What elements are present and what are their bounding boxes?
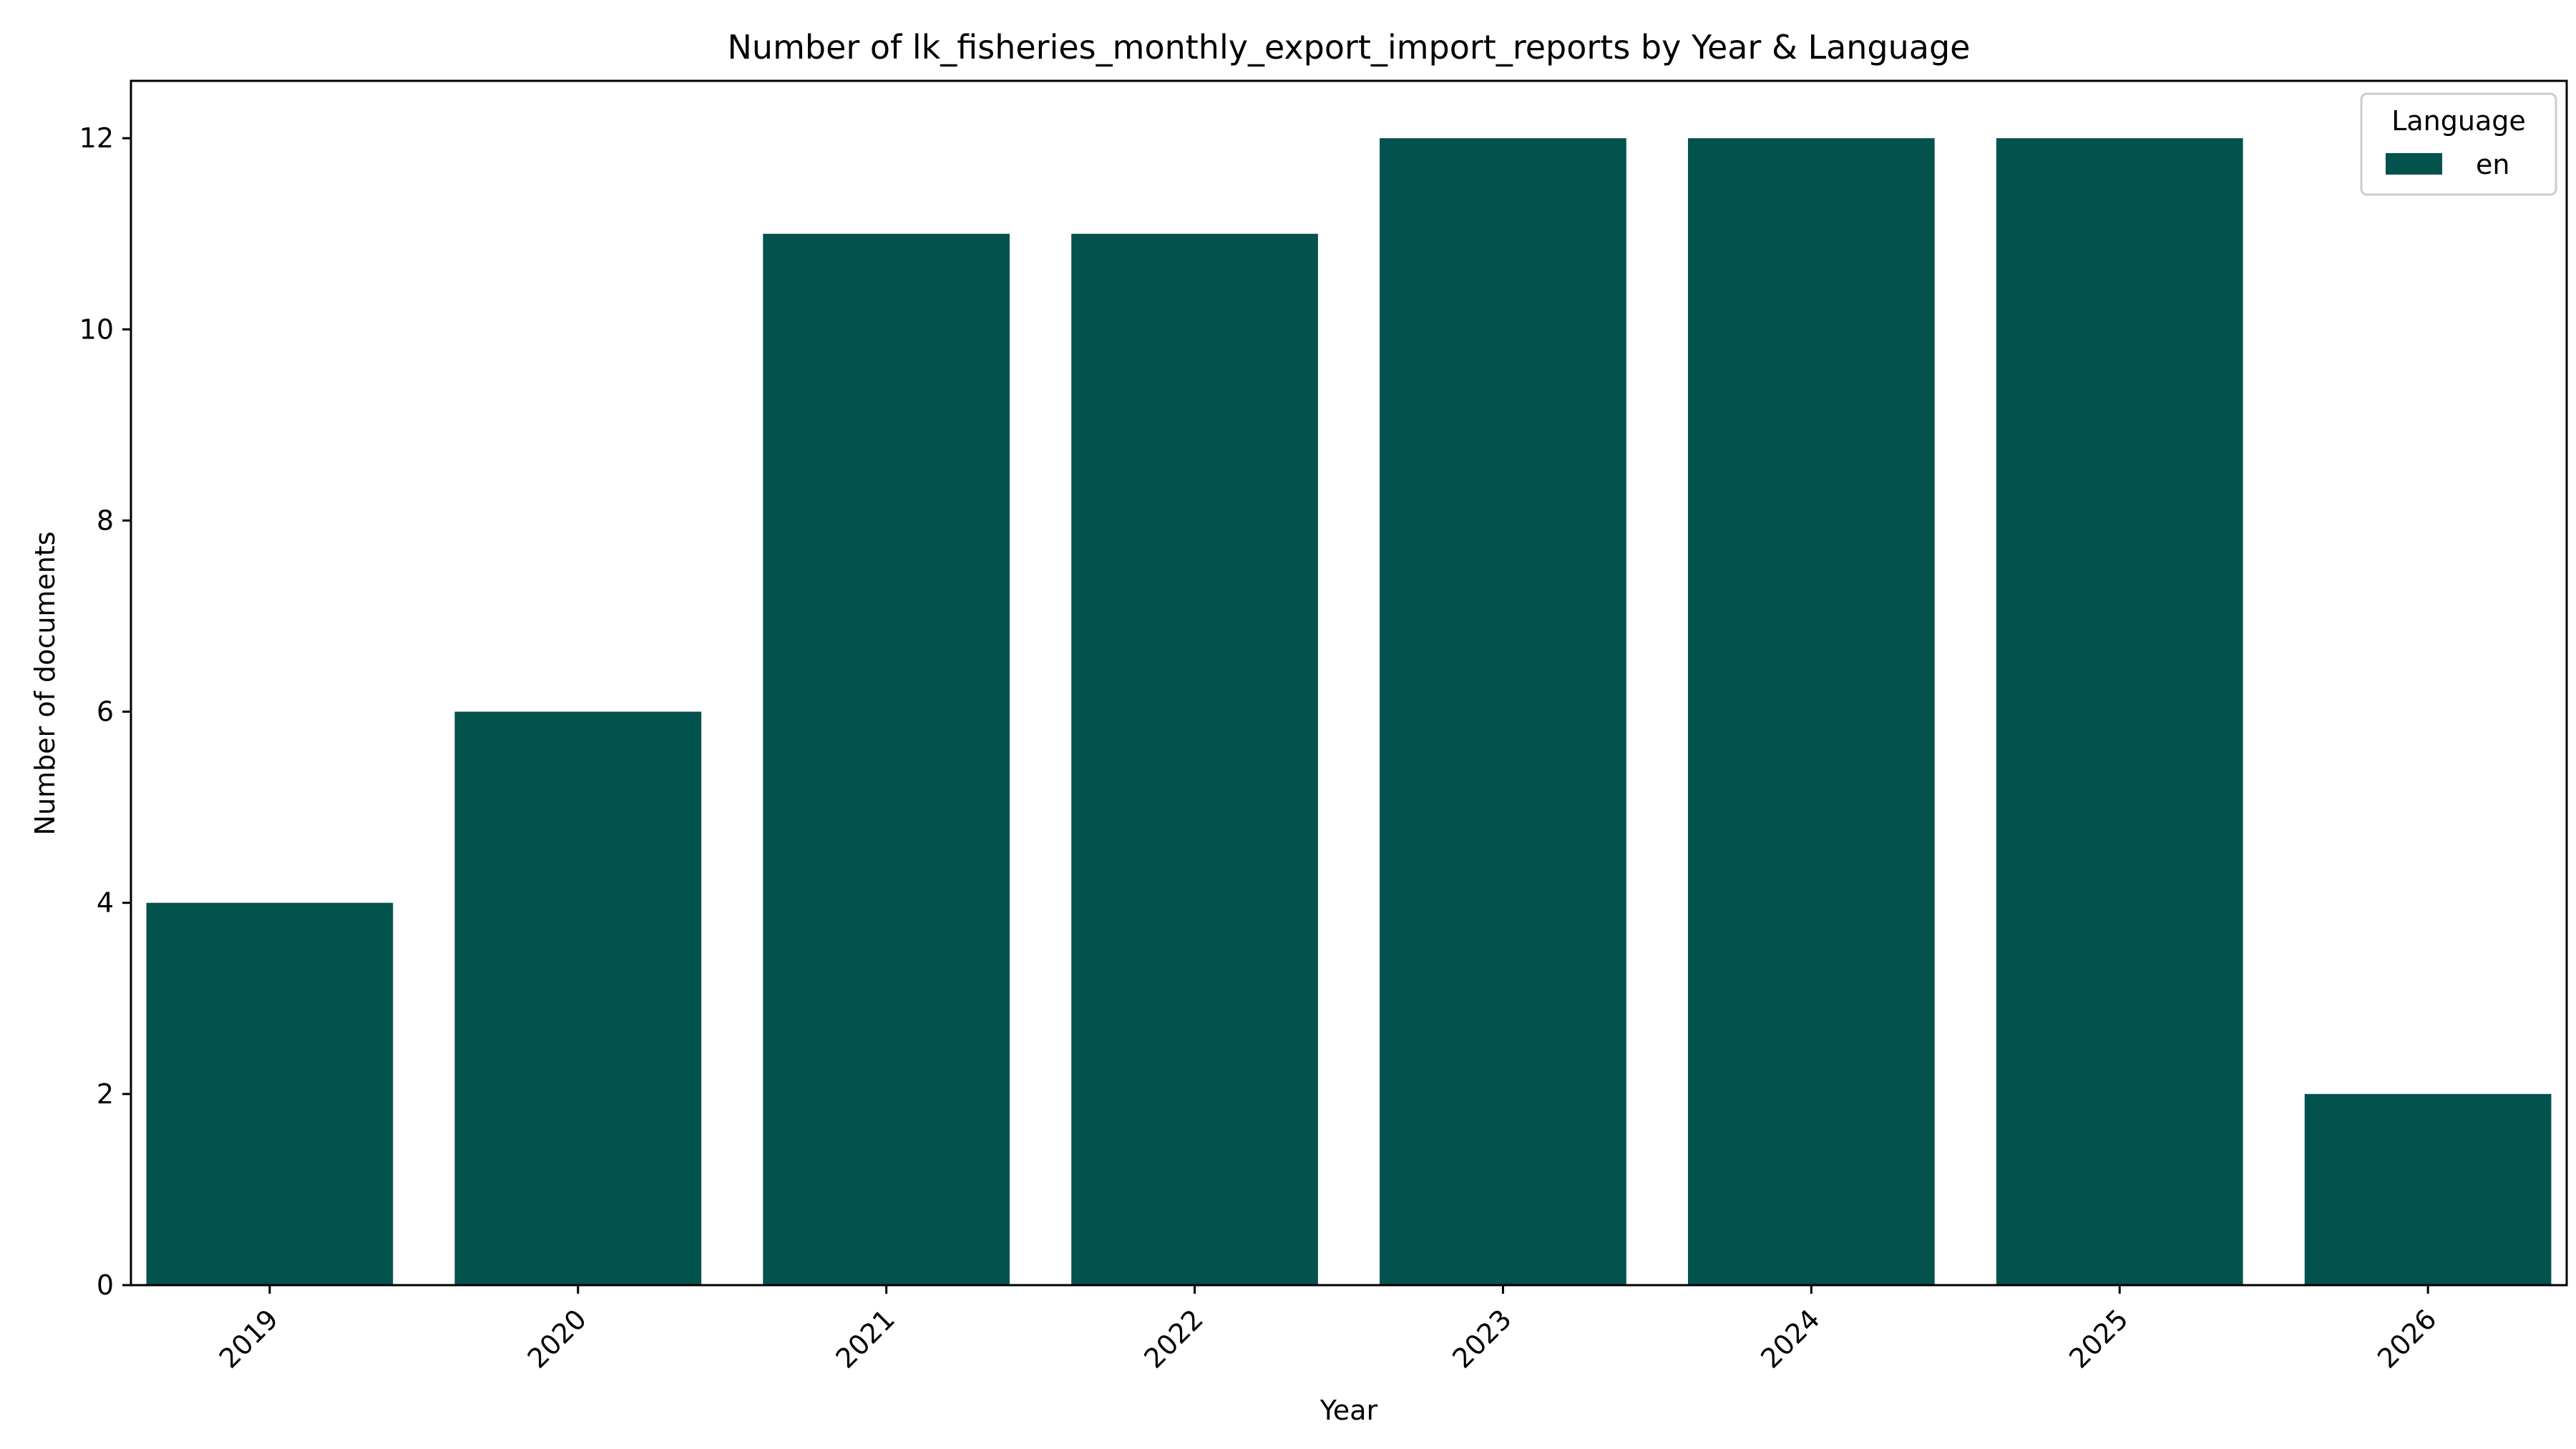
- bar-2024: [1687, 138, 1935, 1286]
- bar-2021: [763, 233, 1010, 1285]
- legend-swatch-en: [2386, 153, 2442, 175]
- x-axis-label: Year: [1319, 1395, 1378, 1426]
- legend-label-en: en: [2476, 149, 2509, 180]
- bar-2019: [146, 902, 394, 1285]
- y-axis-label: Number of documents: [29, 532, 61, 836]
- y-tick-label: 12: [79, 122, 114, 154]
- y-tick-label: 6: [97, 696, 114, 728]
- y-tick-label: 8: [97, 504, 114, 536]
- y-tick-label: 2: [97, 1078, 114, 1110]
- bar-2025: [1996, 138, 2243, 1286]
- chart-title: Number of lk_fisheries_monthly_export_im…: [728, 28, 1971, 67]
- bar-2026: [2304, 1093, 2552, 1285]
- legend-title: Language: [2391, 105, 2526, 137]
- bars-group: [146, 138, 2552, 1286]
- plot-area-frame: [130, 79, 2568, 1287]
- bar-2020: [454, 711, 702, 1285]
- bar-2022: [1071, 233, 1318, 1285]
- y-axis-ticks: 0 2 4 6 8 10 12: [79, 122, 131, 1301]
- y-tick-label: 10: [79, 313, 114, 345]
- legend: Language en: [2360, 92, 2557, 196]
- y-tick-label: 0: [97, 1269, 114, 1301]
- y-tick-label: 4: [97, 887, 114, 919]
- bar-2023: [1380, 138, 1626, 1286]
